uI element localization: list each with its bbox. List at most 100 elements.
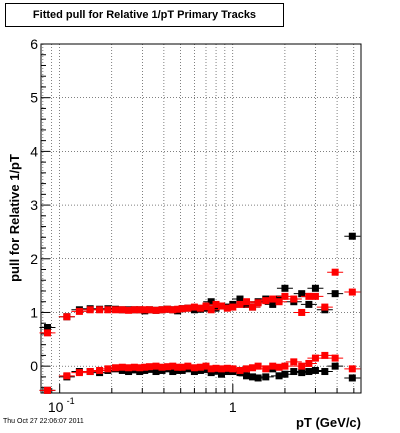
black-marker — [190, 368, 198, 376]
black-marker — [311, 284, 319, 292]
y-tick-label: 4 — [30, 143, 38, 159]
red-marker — [63, 313, 71, 321]
black-marker — [125, 368, 133, 376]
red-marker — [43, 386, 51, 394]
red-marker — [190, 364, 198, 372]
black-marker — [331, 362, 339, 370]
red-marker — [243, 365, 251, 373]
red-marker — [331, 354, 339, 362]
black-marker — [207, 298, 215, 306]
y-tick-label: 6 — [30, 36, 38, 52]
red-marker — [202, 362, 210, 370]
red-marker — [212, 364, 220, 372]
red-marker — [254, 362, 262, 370]
y-axis-label: pull for Relative 1/pT — [7, 154, 22, 282]
red-marker — [311, 292, 319, 300]
y-tick-label: 0 — [30, 358, 38, 374]
red-marker — [96, 366, 104, 374]
black-marker — [207, 369, 215, 377]
red-marker — [249, 303, 257, 311]
chart-title: Fitted pull for Relative 1/pT Primary Tr… — [5, 3, 284, 27]
red-marker — [104, 365, 112, 373]
black-marker — [152, 368, 160, 376]
red-marker — [63, 372, 71, 380]
black-marker — [269, 300, 277, 308]
red-marker — [223, 364, 231, 372]
black-marker — [254, 374, 262, 382]
red-marker — [321, 351, 329, 359]
red-marker — [202, 302, 210, 310]
black-marker — [281, 284, 289, 292]
data-markers — [39, 232, 361, 394]
black-marker — [348, 232, 356, 240]
red-marker — [158, 363, 166, 371]
red-marker — [281, 362, 289, 370]
red-marker — [331, 268, 339, 276]
black-marker — [43, 323, 51, 331]
red-marker — [145, 306, 153, 314]
red-marker — [158, 306, 166, 314]
red-marker — [269, 362, 277, 370]
red-marker — [348, 365, 356, 373]
red-marker — [281, 292, 289, 300]
y-tick-label: 3 — [30, 197, 38, 213]
red-marker — [125, 364, 133, 372]
black-marker — [243, 372, 251, 380]
red-marker — [43, 329, 51, 337]
y-tick-label: 5 — [30, 90, 38, 106]
red-marker — [269, 295, 277, 303]
x-tick-label: 10 — [48, 399, 64, 415]
red-marker — [290, 295, 298, 303]
red-marker — [145, 363, 153, 371]
plot-frame — [40, 43, 362, 394]
red-marker — [229, 303, 237, 311]
red-marker — [207, 306, 215, 314]
timestamp-footer: Thu Oct 27 22:06:07 2011 — [3, 418, 84, 425]
black-marker — [305, 368, 313, 376]
red-marker — [196, 363, 204, 371]
y-tick-label: 1 — [30, 304, 38, 320]
red-marker — [321, 303, 329, 311]
red-marker — [141, 363, 149, 371]
x-tick-label: 1 — [229, 399, 237, 415]
black-marker — [169, 368, 177, 376]
red-marker — [298, 362, 306, 370]
black-marker — [331, 290, 339, 298]
black-marker — [348, 374, 356, 382]
black-marker — [212, 304, 220, 312]
red-marker — [249, 364, 257, 372]
red-marker — [125, 306, 133, 314]
red-marker — [75, 307, 83, 315]
black-marker — [281, 370, 289, 378]
red-marker — [243, 298, 251, 306]
red-marker — [207, 365, 215, 373]
red-marker — [184, 304, 192, 312]
red-marker — [236, 366, 244, 374]
red-marker — [118, 363, 126, 371]
black-marker — [236, 295, 244, 303]
red-marker — [164, 305, 172, 313]
red-marker — [184, 362, 192, 370]
red-marker — [196, 304, 204, 312]
red-marker — [229, 365, 237, 373]
tick-labels: 0 1 2 3 4 5 6 10 -1 1 — [30, 36, 237, 415]
black-marker — [290, 368, 298, 376]
red-marker — [86, 306, 94, 314]
red-marker — [223, 304, 231, 312]
red-marker — [262, 297, 270, 305]
black-marker — [136, 368, 144, 376]
red-marker — [290, 358, 298, 366]
red-marker — [262, 365, 270, 373]
red-marker — [348, 288, 356, 296]
red-marker — [178, 363, 186, 371]
red-marker — [152, 362, 160, 370]
red-marker — [130, 363, 138, 371]
red-marker — [275, 363, 283, 371]
red-marker — [305, 359, 313, 367]
x-tick-label-exponent: -1 — [67, 396, 75, 406]
red-marker — [254, 299, 262, 307]
black-marker — [311, 366, 319, 374]
red-marker — [75, 369, 83, 377]
red-marker — [190, 303, 198, 311]
black-marker — [305, 300, 313, 308]
